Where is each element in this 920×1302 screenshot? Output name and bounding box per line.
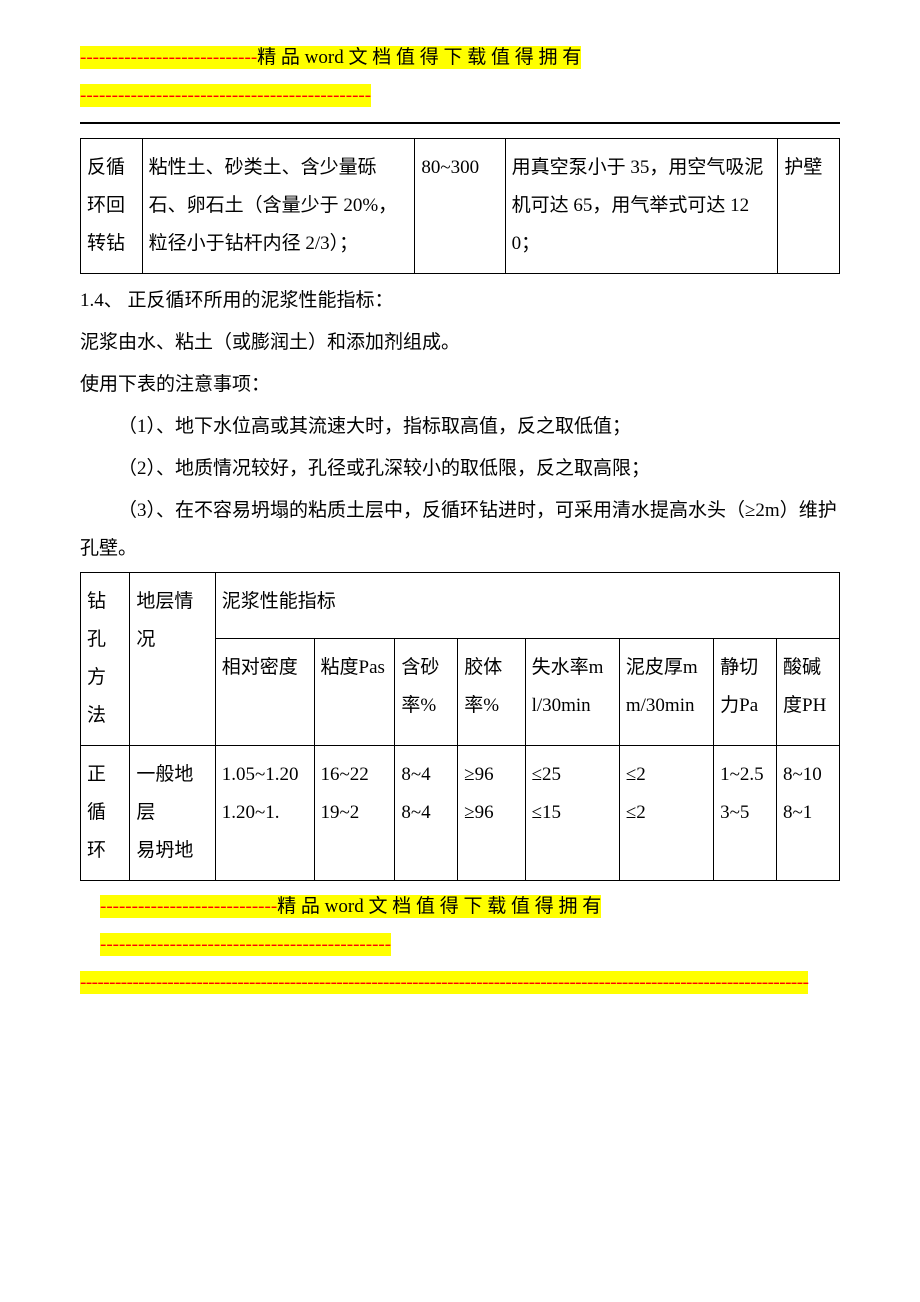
t2-h-density: 相对密度 (215, 638, 314, 746)
t2-h-mud: 泥浆性能指标 (215, 573, 839, 638)
t2-h-viscosity: 粘度Pas (314, 638, 395, 746)
t2-c8: 1~2.5 3~5 (714, 746, 777, 881)
header-dash2: ----------------------------------------… (80, 84, 371, 107)
t2-h-ph: 酸碱度PH (777, 638, 840, 746)
t2-h-strata: 地层情况 (130, 573, 215, 746)
header-banner: ----------------------------精 品 word 文 档… (80, 40, 840, 114)
table-row: 反循环回转钻 粘性土、砂类土、含少量砾石、卵石土（含量少于 20%，粒径小于钻杆… (81, 139, 840, 274)
para-composition: 泥浆由水、粘土（或膨润土）和添加剂组成。 (80, 324, 840, 362)
t1-c2: 80~300 (415, 139, 505, 274)
para-1-4: 1.4、 正反循环所用的泥浆性能指标： (80, 282, 840, 320)
footer-text1: 精 品 word 文 档 值 得 下 载 值 得 拥 有 (277, 896, 601, 917)
t2-h-waterloss: 失水率ml/30min (525, 638, 619, 746)
t1-c3: 用真空泵小于 35，用空气吸泥机可达 65，用气举式可达 120； (505, 139, 778, 274)
t2-c3: 16~22 19~2 (314, 746, 395, 881)
header-line1: ----------------------------精 品 word 文 档… (80, 46, 581, 69)
t2-h-sand: 含砂率% (395, 638, 458, 746)
header-text1: 精 品 word 文 档 值 得 下 载 值 得 拥 有 (257, 47, 581, 68)
para-note-intro: 使用下表的注意事项： (80, 366, 840, 404)
footer-dash2: ----------------------------------------… (100, 933, 391, 956)
t2-c0: 正循环 (81, 746, 130, 881)
t2-h-method: 钻孔方法 (81, 573, 130, 746)
para-note-3: （3）、在不容易坍塌的粘质土层中，反循环钻进时，可采用清水提高水头（≥2m）维护… (80, 492, 840, 568)
footer-banner: ----------------------------精 品 word 文 档… (80, 889, 840, 1001)
para-note-2: （2）、地质情况较好，孔径或孔深较小的取低限，反之取高限； (80, 450, 840, 488)
t2-c4: 8~4 8~4 (395, 746, 458, 881)
t1-c0: 反循环回转钻 (81, 139, 143, 274)
header-rule (80, 122, 840, 124)
table-drill-method: 反循环回转钻 粘性土、砂类土、含少量砾石、卵石土（含量少于 20%，粒径小于钻杆… (80, 138, 840, 274)
para-note-1: （1）、地下水位高或其流速大时，指标取高值，反之取低值； (80, 408, 840, 446)
t2-c5: ≥96 ≥96 (458, 746, 525, 881)
t1-c1: 粘性土、砂类土、含少量砾石、卵石土（含量少于 20%，粒径小于钻杆内径 2/3）… (142, 139, 415, 274)
footer-dash1: ---------------------------- (100, 896, 277, 917)
footer-line1: ----------------------------精 品 word 文 档… (100, 895, 601, 918)
t2-h-colloid: 胶体率% (458, 638, 525, 746)
table-header-row1: 钻孔方法 地层情况 泥浆性能指标 (81, 573, 840, 638)
table-mud-performance: 钻孔方法 地层情况 泥浆性能指标 相对密度 粘度Pas 含砂率% 胶体率% 失水… (80, 572, 840, 881)
table-row: 正循环 一般地层 易坍地 1.05~1.20 1.20~1. 16~22 19~… (81, 746, 840, 881)
t2-c7: ≤2 ≤2 (619, 746, 713, 881)
header-dash1: ---------------------------- (80, 47, 257, 68)
t2-c9: 8~10 8~1 (777, 746, 840, 881)
t2-c6: ≤25 ≤15 (525, 746, 619, 881)
t2-c1: 一般地层 易坍地 (130, 746, 215, 881)
t2-h-shear: 静切力Pa (714, 638, 777, 746)
t2-h-mudskin: 泥皮厚mm/30min (619, 638, 713, 746)
footer-dash3: ----------------------------------------… (80, 971, 808, 994)
t2-c2: 1.05~1.20 1.20~1. (215, 746, 314, 881)
t1-c4: 护壁 (778, 139, 840, 274)
